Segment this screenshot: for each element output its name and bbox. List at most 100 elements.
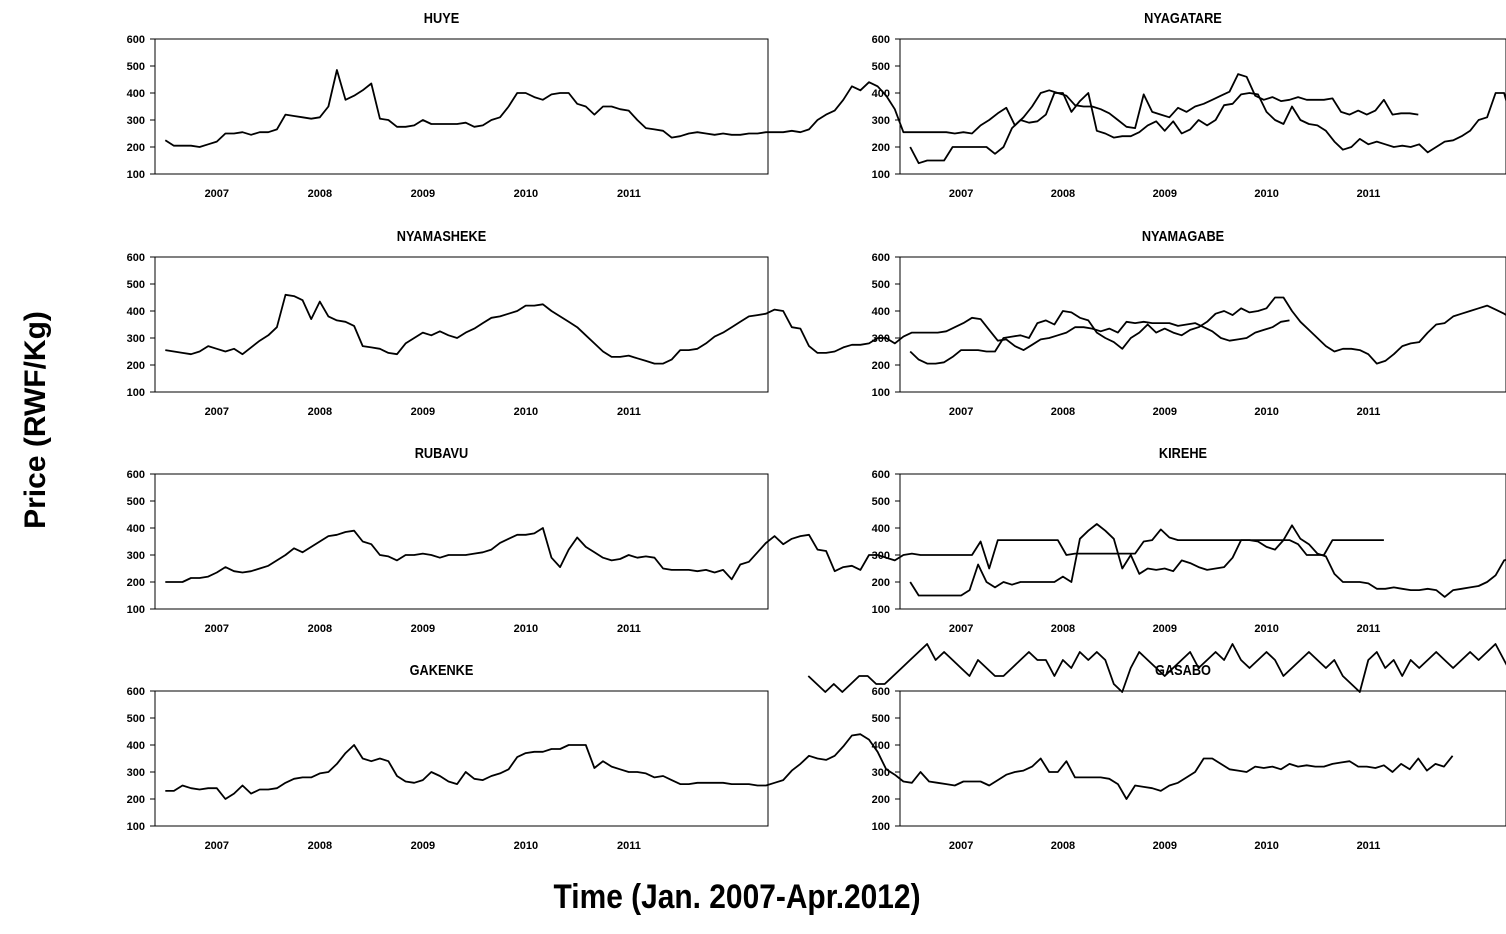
ytick-label-nyamasheke-100: 100	[127, 387, 145, 399]
ytick-label-gakenke-300: 300	[127, 767, 145, 779]
plot-frame-nyamasheke	[154, 256, 769, 393]
price-line-nyamagabe	[909, 296, 1506, 365]
ytick-label-gasabo-500: 500	[872, 713, 890, 725]
xtick-label-nyamasheke-2007: 2007	[205, 406, 229, 418]
panel-title-kirehe: KIREHE	[1159, 444, 1207, 461]
xtick-label-rubavu-2008: 2008	[308, 623, 332, 635]
ytick-label-rubavu-600: 600	[127, 469, 145, 481]
figure-ylabel-svg: Price (RWF/Kg)	[19, 311, 52, 529]
xtick-label-huye-2010: 2010	[514, 188, 538, 200]
ytick-label-kirehe-400: 400	[872, 523, 890, 535]
xtick-label-huye-2009: 2009	[411, 188, 435, 200]
xtick-label-gakenke-2010: 2010	[514, 840, 538, 852]
figure-xlabel: Time (Jan. 2007-Apr.2012)	[553, 878, 921, 916]
ytick-label-rubavu-200: 200	[127, 577, 145, 589]
ytick-label-nyamagabe-100: 100	[872, 387, 890, 399]
xtick-label-kirehe-2009: 2009	[1153, 623, 1177, 635]
panel-title-nyamagabe: NYAMAGABE	[1142, 227, 1224, 244]
ytick-label-nyamagabe-200: 200	[872, 360, 890, 372]
price-line-gakenke	[165, 733, 1454, 800]
xtick-label-kirehe-2010: 2010	[1254, 623, 1278, 635]
ytick-label-gakenke-200: 200	[127, 794, 145, 806]
xtick-label-nyamagabe-2010: 2010	[1254, 406, 1278, 418]
ytick-label-nyamasheke-400: 400	[127, 306, 145, 318]
plot-frame-huye	[154, 38, 769, 175]
ytick-label-kirehe-500: 500	[872, 496, 890, 508]
ytick-label-gasabo-600: 600	[872, 686, 890, 698]
ytick-label-nyagatare-600: 600	[872, 34, 890, 46]
ytick-label-rubavu-400: 400	[127, 523, 145, 535]
xtick-label-kirehe-2007: 2007	[949, 623, 973, 635]
xtick-label-rubavu-2010: 2010	[514, 623, 538, 635]
ytick-label-gasabo-100: 100	[872, 821, 890, 833]
ytick-label-nyamasheke-200: 200	[127, 360, 145, 372]
ytick-label-nyamasheke-600: 600	[127, 252, 145, 264]
panel-title-huye: HUYE	[424, 9, 459, 26]
plot-frame-rubavu	[154, 473, 769, 610]
plot-frame-nyamagabe	[899, 256, 1506, 393]
xtick-label-gakenke-2008: 2008	[308, 840, 332, 852]
xtick-label-kirehe-2008: 2008	[1051, 623, 1075, 635]
ytick-label-nyamagabe-300: 300	[872, 333, 890, 345]
xtick-label-nyamasheke-2011: 2011	[617, 406, 641, 418]
xtick-label-nyamasheke-2010: 2010	[514, 406, 538, 418]
ytick-label-huye-500: 500	[127, 61, 145, 73]
panel-title-nyamasheke: NYAMASHEKE	[397, 227, 486, 244]
xtick-label-gasabo-2008: 2008	[1051, 840, 1075, 852]
figure-ylabel-container: Price (RWF/Kg)	[0, 0, 70, 929]
ytick-label-nyagatare-200: 200	[872, 142, 890, 154]
xtick-label-huye-2007: 2007	[205, 188, 229, 200]
panel-title-gakenke: GAKENKE	[410, 661, 474, 678]
figure-ylabel: Price (RWF/Kg)	[19, 311, 52, 529]
ytick-label-gakenke-500: 500	[127, 713, 145, 725]
price-line-huye	[164, 69, 1419, 148]
ytick-label-gakenke-100: 100	[127, 821, 145, 833]
xtick-label-nyamagabe-2007: 2007	[949, 406, 973, 418]
ytick-label-gasabo-300: 300	[872, 767, 890, 779]
xtick-label-gakenke-2009: 2009	[411, 840, 435, 852]
ytick-label-kirehe-600: 600	[872, 469, 890, 481]
ytick-label-huye-400: 400	[127, 88, 145, 100]
xtick-label-gakenke-2007: 2007	[205, 840, 229, 852]
plot-frame-gasabo	[899, 690, 1506, 827]
ytick-label-nyamasheke-300: 300	[127, 333, 145, 345]
ytick-label-rubavu-300: 300	[127, 550, 145, 562]
ytick-label-huye-200: 200	[127, 142, 145, 154]
ytick-label-rubavu-500: 500	[127, 496, 145, 508]
panel-nyamagabe: NYAMAGABE 100 200 300 400 500 600 2007 2008 2009 2…	[872, 227, 1506, 418]
xtick-label-gakenke-2011: 2011	[617, 840, 641, 852]
ytick-label-gasabo-400: 400	[872, 740, 890, 752]
xtick-label-gasabo-2009: 2009	[1153, 840, 1177, 852]
xtick-label-nyagatare-2007: 2007	[949, 188, 973, 200]
panel-kirehe: KIREHE 100 200 300 400 500 600 2007 2008 2009 2010…	[872, 444, 1506, 635]
ytick-label-nyamagabe-500: 500	[872, 279, 890, 291]
plot-frame-kirehe	[899, 473, 1506, 610]
xtick-label-nyamagabe-2009: 2009	[1153, 406, 1177, 418]
xtick-label-nyamasheke-2009: 2009	[411, 406, 435, 418]
price-line-rubavu	[165, 527, 1384, 583]
plot-frame-gakenke	[154, 690, 769, 827]
xtick-label-nyamagabe-2011: 2011	[1357, 406, 1381, 418]
ytick-label-nyagatare-300: 300	[872, 115, 890, 127]
price-line-kirehe	[909, 523, 1506, 598]
xtick-label-huye-2008: 2008	[308, 188, 332, 200]
ytick-label-gakenke-600: 600	[127, 686, 145, 698]
ytick-label-kirehe-200: 200	[872, 577, 890, 589]
xtick-label-nyamagabe-2008: 2008	[1051, 406, 1075, 418]
ytick-label-huye-100: 100	[127, 169, 145, 181]
price-line-gasabo-overflow	[807, 643, 1506, 693]
panel-title-nyagatare: NYAGATARE	[1144, 9, 1222, 26]
ytick-label-nyamagabe-600: 600	[872, 252, 890, 264]
xtick-label-kirehe-2011: 2011	[1357, 623, 1381, 635]
panel-huye: HUYE 100 200 300 400 500 600 2007 2008 2009 2010 20…	[127, 9, 1419, 200]
xtick-label-huye-2011: 2011	[617, 188, 641, 200]
xtick-label-nyagatare-2009: 2009	[1153, 188, 1177, 200]
panel-nyamasheke: NYAMASHEKE 100 200 300 400 500 600 2007 2008 2009…	[127, 227, 1290, 418]
panel-gakenke: GAKENKE 100 200 300 400 500 600 2007 2008 2009 201…	[127, 661, 1454, 852]
ytick-label-nyagatare-400: 400	[872, 88, 890, 100]
xtick-label-nyamasheke-2008: 2008	[308, 406, 332, 418]
ytick-label-nyamagabe-400: 400	[872, 306, 890, 318]
ytick-label-huye-600: 600	[127, 34, 145, 46]
